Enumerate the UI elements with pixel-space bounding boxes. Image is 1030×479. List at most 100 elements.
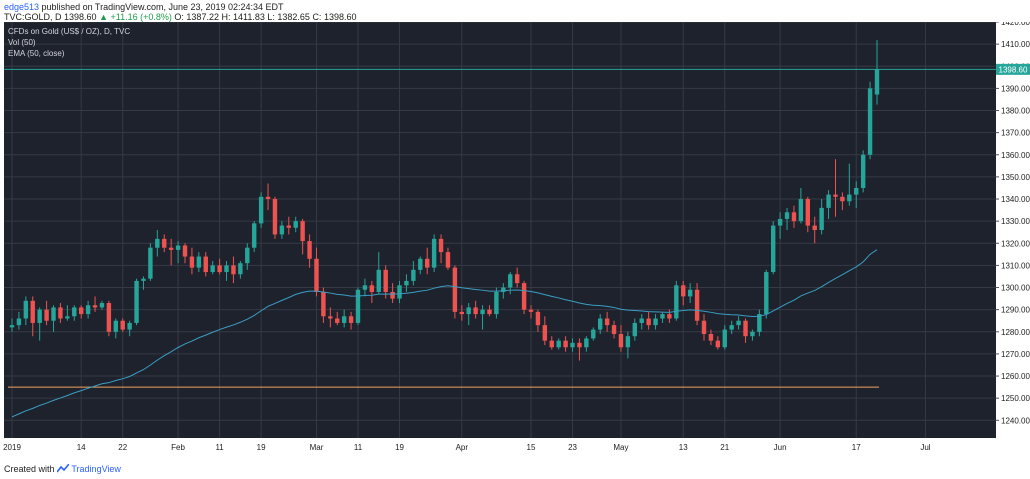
candle-body [556,340,561,348]
candle-body [120,320,125,330]
candle-body [826,194,831,208]
ohlc-high: H: 1411.83 [221,12,265,22]
change-value: +11.16 (+0.8%) [110,12,172,22]
time-axis[interactable]: 2019 14 22 Feb 11 19 Mar 11 19 Apr 15 23 May 13 21 Jun 1… [3,443,931,452]
candle-body [383,269,388,292]
candle-body [687,289,693,297]
candle-body [639,318,644,323]
candle-body [376,269,381,292]
candle-body [348,316,354,323]
change-arrow-icon: ▲ [99,12,109,22]
y-tick-label: 1320.00 [1001,239,1030,248]
candle-body [9,325,15,328]
author-link[interactable]: edge513 [4,2,40,12]
candle-body [445,252,451,268]
candle-body [819,207,824,230]
candle-body [535,311,541,326]
candle-body [307,241,312,259]
candle-body [148,247,153,279]
candle-body [646,318,651,326]
price-chart[interactable]: 1240.00 1250.00 1260.00 1270.00 1280.00 1290.… [0,18,1030,459]
x-tick-label: Jun [774,443,787,452]
candle-body [92,305,98,308]
y-tick-label: 1310.00 [1001,261,1030,270]
time-axis-background [0,438,996,459]
candle-body [203,256,208,273]
tradingview-brand-link[interactable]: TradingView [71,464,121,474]
candle-body [618,334,624,348]
candle-body [708,334,714,341]
legend-volume: Vol (50) [8,38,36,47]
candle-body [812,225,817,230]
x-tick-label: May [613,443,628,452]
legend-title: CFDs on Gold (US$ / OZ), D, TVC [8,27,130,36]
horizontal-levels [4,68,996,388]
candle-body [591,329,596,339]
last-price-box [996,63,1030,75]
candle-body [258,196,264,224]
y-tick-label: 1270.00 [1001,350,1030,359]
chart-header: edge513 published on TradingView.com, Ju… [0,0,1030,22]
candle-body [300,221,305,242]
ohlc-close: C: 1398.60 [312,12,357,22]
candle-body [155,238,160,248]
x-tick-label: 22 [118,443,127,452]
candle-body [355,289,361,323]
x-tick-label: 13 [679,443,688,452]
candle-body [369,285,375,292]
candle-body [293,221,298,228]
x-tick-label: 21 [720,443,729,452]
candle-body [549,340,554,348]
created-with-line: Created with TradingView [4,463,121,474]
candle-body [335,318,340,323]
candle-body [632,322,637,337]
chart-area[interactable]: 1240.00 1250.00 1260.00 1270.00 1280.00 1290.… [0,18,1030,459]
candle-body [210,265,215,273]
price-axis[interactable]: 1240.00 1250.00 1260.00 1270.00 1280.00 1290.… [996,18,1030,425]
plot-background [4,22,996,438]
candle-body [750,331,755,337]
x-tick-label: 19 [395,443,404,452]
candles-group [9,40,880,361]
y-tick-label: 1350.00 [1001,173,1030,182]
candle-body [757,314,762,332]
candle-body [431,238,437,268]
x-tick-label: 17 [852,443,861,452]
candle-body [141,278,146,281]
x-tick-label: Apr [456,443,469,452]
candle-body [784,212,790,219]
candle-body [514,274,520,284]
chart-legend: CFDs on Gold (US$ / OZ), D, TVC Vol (50)… [8,27,130,58]
candle-body [681,285,686,297]
candle-body [777,218,783,226]
candle-body [771,225,776,273]
candle-body [72,307,77,317]
published-text: published on TradingView.com, June 23, 2… [39,2,284,12]
candle-body [798,199,804,222]
y-tick-label: 1280.00 [1001,328,1030,337]
candle-body [466,307,471,315]
candle-body [314,258,319,292]
candle-body [189,256,195,268]
candle-body [625,336,631,348]
candle-body [791,212,797,222]
candle-body [452,267,458,312]
x-tick-label: 11 [215,443,224,452]
candle-body [598,318,603,330]
publish-line: edge513 published on TradingView.com, Ju… [4,2,284,12]
y-tick-label: 1390.00 [1001,84,1030,93]
ohlc-open: O: 1387.22 [174,12,219,22]
y-tick-label: 1340.00 [1001,195,1030,204]
y-tick-label: 1360.00 [1001,151,1030,160]
candle-body [106,303,112,332]
price-axis-background [996,22,1030,459]
legend-ema: EMA (50, close) [8,49,65,58]
candle-body [840,196,845,202]
candle-body [175,245,181,250]
candle-body [667,314,672,319]
candle-body [238,263,243,275]
candle-body [528,309,534,312]
x-tick-label: 23 [568,443,577,452]
candle-body [265,196,271,200]
x-tick-label: 11 [354,443,363,452]
